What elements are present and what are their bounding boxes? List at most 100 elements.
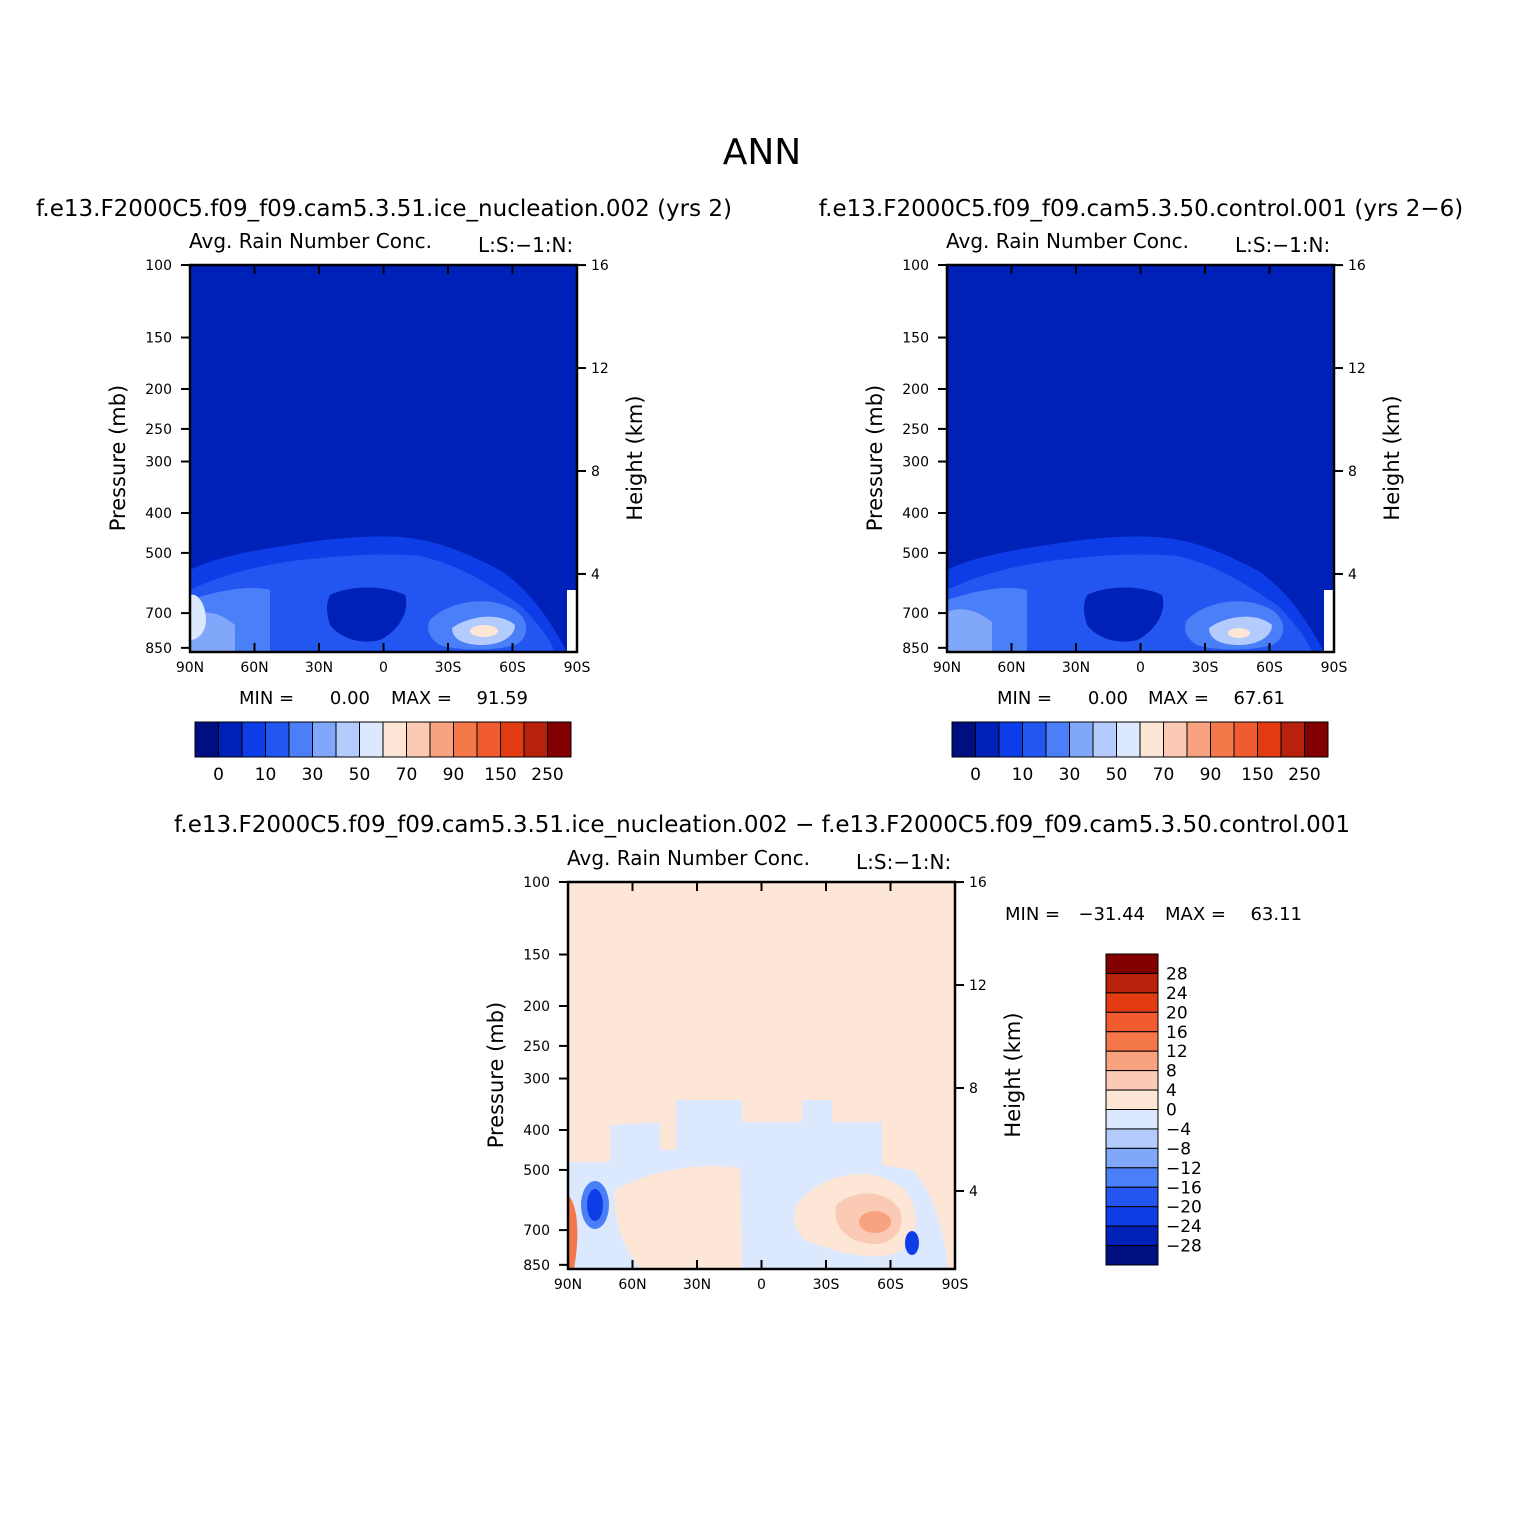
colorbar-swatch bbox=[1105, 1167, 1159, 1188]
colorbar-label: 70 bbox=[1153, 765, 1175, 785]
colorbar-swatch bbox=[1092, 721, 1117, 758]
panel-2-ticks-x-label: 90S bbox=[1321, 660, 1348, 676]
panel-2-ticks-x-label: 90N bbox=[933, 660, 961, 676]
colorbar-label: 28 bbox=[1166, 964, 1188, 984]
colorbar-swatch bbox=[1105, 1031, 1159, 1052]
panel-1-ticks-y-label: 200 bbox=[145, 382, 172, 398]
colorbar-label: 20 bbox=[1166, 1003, 1188, 1023]
figure-title: ANN bbox=[723, 132, 802, 173]
panel-1-plot-area bbox=[188, 263, 579, 654]
panel-3-ticks-y2-label: 12 bbox=[969, 978, 987, 994]
colorbar-swatch bbox=[218, 721, 243, 758]
panel-2-ticks-x-label: 30S bbox=[1192, 660, 1219, 676]
colorbar-swatch bbox=[1257, 721, 1282, 758]
colorbar-label: −24 bbox=[1166, 1217, 1202, 1237]
panel-3-variable-title: Avg. Rain Number Conc. bbox=[567, 846, 810, 870]
panel-1-ticks-y-label: 700 bbox=[145, 606, 172, 622]
colorbar-label: 24 bbox=[1166, 984, 1188, 1004]
colorbar-label: 0 bbox=[213, 765, 224, 785]
colorbar-swatch bbox=[547, 721, 572, 758]
panel-3-min-value: −31.44 bbox=[1078, 904, 1145, 925]
panel-2-colorbar: 0 10 30 50 70 90 150 250 bbox=[951, 721, 1329, 785]
colorbar-swatch bbox=[1105, 953, 1159, 974]
panel-1-ticks-y-label: 300 bbox=[145, 455, 172, 471]
panel-2-plot-area bbox=[945, 263, 1336, 654]
panel-1-ticks-x-label: 30S bbox=[435, 660, 462, 676]
colorbar-label: 12 bbox=[1166, 1042, 1188, 1062]
colorbar-label: 250 bbox=[1288, 765, 1320, 785]
panel-1-min-value: 0.00 bbox=[330, 688, 370, 709]
panel-2-ticks-y2-label: 4 bbox=[1348, 567, 1357, 583]
panel-3-y2label: Height (km) bbox=[1001, 1012, 1025, 1137]
colorbar-swatch bbox=[1139, 721, 1164, 758]
colorbar-label: 10 bbox=[255, 765, 277, 785]
panel-1-ticks-y2-label: 12 bbox=[591, 361, 609, 377]
panel-3-ticks-y2-label: 4 bbox=[969, 1184, 978, 1200]
panel-2-ticks-y-label: 400 bbox=[902, 506, 929, 522]
colorbar-swatch bbox=[1105, 1225, 1159, 1247]
colorbar-swatch bbox=[312, 721, 337, 758]
panel-3-ylabel: Pressure (mb) bbox=[484, 1002, 508, 1149]
colorbar-swatch bbox=[1105, 1206, 1159, 1227]
panel-3-ticks-x-label: 60N bbox=[618, 1277, 646, 1293]
colorbar-swatch bbox=[288, 721, 313, 758]
panel-1-ticks-y-label: 100 bbox=[145, 258, 172, 274]
panel-3-contour-negative-nh-core bbox=[587, 1189, 603, 1221]
panel-3-ticks-y-label: 150 bbox=[523, 948, 550, 964]
panel-3-ticks-y-label: 850 bbox=[523, 1258, 550, 1274]
colorbar-label: 30 bbox=[302, 765, 324, 785]
colorbar-label: 10 bbox=[1012, 765, 1034, 785]
panel-1-ticks-y2-label: 8 bbox=[591, 464, 600, 480]
panel-2-ticks-x-label: 30N bbox=[1062, 660, 1090, 676]
panel-2-y2label: Height (km) bbox=[1380, 395, 1404, 520]
colorbar-swatch bbox=[975, 721, 1000, 758]
colorbar-swatch bbox=[1045, 721, 1070, 758]
colorbar-swatch bbox=[1069, 721, 1094, 758]
panel-3-ticks: 90N 60N 30N 0 30S 60S 90S 100 150 200 250 300 400 500… bbox=[523, 875, 987, 1293]
panel-2-ticks-x-label: 0 bbox=[1136, 660, 1145, 676]
colorbar-label: −8 bbox=[1166, 1139, 1191, 1159]
panel-3-max-label: MAX = bbox=[1165, 904, 1226, 925]
colorbar-label: −12 bbox=[1166, 1159, 1202, 1179]
colorbar-swatch bbox=[1163, 721, 1188, 758]
panel-3-ticks-x-label: 90S bbox=[942, 1277, 969, 1293]
panel-1-ticks-x-label: 90S bbox=[564, 660, 591, 676]
colorbar-swatch bbox=[265, 721, 290, 758]
colorbar-label: −4 bbox=[1166, 1120, 1191, 1140]
panel-2-contour-nh-polar-inner bbox=[947, 609, 992, 652]
colorbar-swatch bbox=[1116, 721, 1141, 758]
panel-1-max-value: 91.59 bbox=[476, 688, 528, 709]
panel-2-case-title: f.e13.F2000C5.f09_f09.cam5.3.50.control.… bbox=[819, 196, 1463, 222]
panel-1-contour-sh-max bbox=[470, 625, 498, 637]
colorbar-swatch bbox=[406, 721, 431, 758]
panel-2-max-label: MAX = bbox=[1148, 688, 1209, 709]
panel-2-ticks-y-label: 100 bbox=[902, 258, 929, 274]
colorbar-swatch bbox=[359, 721, 384, 758]
panel-2-ticks-y-label: 700 bbox=[902, 606, 929, 622]
panel-3-ticks-y2-label: 16 bbox=[969, 875, 987, 891]
panel-2-contour-tropical-min bbox=[1084, 587, 1164, 642]
panel-1-contour-tropical-min bbox=[327, 587, 407, 642]
colorbar-swatch bbox=[1105, 1011, 1159, 1033]
panel-2-variable-title: Avg. Rain Number Conc. bbox=[946, 229, 1189, 253]
panel-3-ticks-y-label: 300 bbox=[523, 1072, 550, 1088]
panel-1-variable-title: Avg. Rain Number Conc. bbox=[189, 229, 432, 253]
colorbar-label: 50 bbox=[349, 765, 371, 785]
panel-2-contour-sh-max bbox=[1228, 628, 1250, 638]
colorbar-swatch bbox=[1304, 721, 1329, 758]
colorbar-swatch bbox=[1233, 721, 1258, 758]
panel-1-ticks-y-label: 400 bbox=[145, 506, 172, 522]
colorbar-label: 0 bbox=[970, 765, 981, 785]
panel-3-ticks-y2-label: 8 bbox=[969, 1081, 978, 1097]
panel-2-missing-data bbox=[1324, 590, 1334, 652]
colorbar-swatch bbox=[523, 721, 548, 758]
panel-1-max-label: MAX = bbox=[391, 688, 452, 709]
panel-1-ylabel: Pressure (mb) bbox=[106, 385, 130, 532]
panel-2-ticks-y-label: 850 bbox=[902, 641, 929, 657]
panel-2-ticks-y2-label: 16 bbox=[1348, 258, 1366, 274]
colorbar-swatch bbox=[453, 721, 478, 758]
colorbar-label: −20 bbox=[1166, 1198, 1202, 1218]
colorbar-swatch bbox=[1105, 1070, 1159, 1091]
panel-3-plot-area bbox=[566, 880, 957, 1271]
